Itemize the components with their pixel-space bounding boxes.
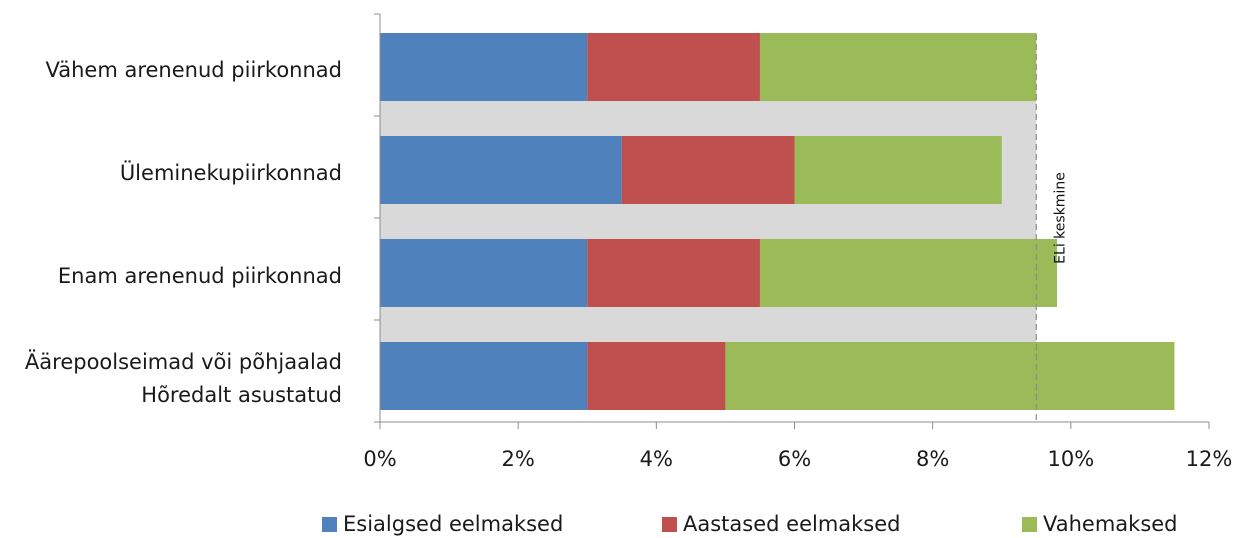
legend-swatch: [662, 516, 677, 532]
x-tick-label: 8%: [916, 447, 949, 471]
bar-segment-aastased-eelmaksed: [587, 239, 760, 307]
bar-segment-esialgsed-eelmaksed: [380, 33, 588, 101]
x-tick-label: 0%: [363, 447, 396, 471]
category-label: Hõredalt asustatud: [141, 383, 342, 407]
x-tick-label: 4%: [640, 447, 673, 471]
x-tick-label: 12%: [1186, 447, 1233, 471]
chart: 0% 2% 4% 6% 8% 10% 12% ELi keskmine: [363, 13, 1233, 471]
x-tick-label: 2%: [502, 447, 535, 471]
legend-swatch: [322, 516, 337, 532]
legend: Esialgsed eelmaksed Aastased eelmaksed V…: [0, 512, 1252, 538]
x-tick-label: 10%: [1047, 447, 1094, 471]
category-label: Vähem arenenud piirkonnad: [45, 57, 343, 82]
legend-swatch: [1022, 516, 1037, 532]
category-label: Üleminekupiirkonnad: [119, 160, 342, 185]
reference-line-layer: ELi keskmine: [1035, 34, 1068, 422]
legend-label: Aastased eelmaksed: [683, 512, 901, 536]
bar-layer: [380, 33, 1175, 410]
legend-label: Esialgsed eelmaksed: [343, 512, 564, 536]
legend-label: Vahemaksed: [1043, 512, 1178, 536]
bar-segment-esialgsed-eelmaksed: [380, 342, 588, 410]
reference-line-label: ELi keskmine: [1052, 172, 1068, 264]
bar-segment-aastased-eelmaksed: [621, 136, 795, 204]
bar-segment-vahemaksed: [794, 136, 1002, 204]
bar-segment-vahemaksed: [725, 342, 1175, 410]
bar-segment-aastased-eelmaksed: [587, 342, 726, 410]
bar-segment-esialgsed-eelmaksed: [380, 239, 588, 307]
legend-item-vahemaksed: Vahemaksed: [1022, 512, 1178, 536]
bar-segment-vahemaksed: [759, 33, 1037, 101]
legend-item-esialgsed: Esialgsed eelmaksed: [322, 512, 563, 536]
bar-segment-esialgsed-eelmaksed: [380, 136, 622, 204]
x-tick-label: 6%: [778, 447, 811, 471]
bar-segment-vahemaksed: [759, 239, 1058, 307]
axis-layer: 0% 2% 4% 6% 8% 10% 12%: [363, 13, 1233, 471]
category-label: Äärepoolseimad või põhjaalad: [24, 350, 342, 374]
legend-item-aastased: Aastased eelmaksed: [662, 512, 901, 536]
category-label: Enam arenenud piirkonnad: [57, 263, 342, 288]
bar-segment-aastased-eelmaksed: [587, 33, 760, 101]
